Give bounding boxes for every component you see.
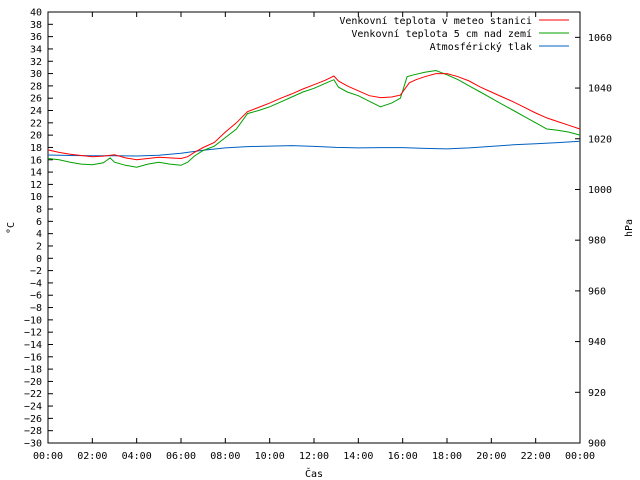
left-tick-label: −8 bbox=[30, 303, 42, 314]
legend-label-ground-temp: Venkovní teplota 5 cm nad zemí bbox=[351, 28, 532, 40]
legend: Venkovní teplota v meteo stanici Venkovn… bbox=[339, 15, 569, 53]
left-tick-label: −24 bbox=[24, 402, 42, 413]
left-tick-label: −30 bbox=[24, 439, 42, 450]
x-tick-label: 10:00 bbox=[255, 451, 285, 462]
x-tick-label: 00:00 bbox=[33, 451, 63, 462]
x-tick-label: 14:00 bbox=[343, 451, 373, 462]
left-tick-label: 24 bbox=[30, 106, 42, 117]
left-tick-label: −28 bbox=[24, 426, 42, 437]
left-tick-label: 2 bbox=[36, 241, 42, 252]
left-tick-label: −6 bbox=[30, 291, 42, 302]
y-axis-title-right: hPa bbox=[624, 219, 635, 237]
right-tick-label: 980 bbox=[588, 236, 606, 247]
legend-label-pressure: Atmosférický tlak bbox=[430, 41, 532, 53]
left-tick-label: 16 bbox=[30, 155, 42, 166]
left-tick-label: −12 bbox=[24, 328, 42, 339]
left-tick-label: 30 bbox=[30, 69, 42, 80]
left-tick-label: −4 bbox=[30, 278, 42, 289]
left-tick-label: −18 bbox=[24, 365, 42, 376]
left-tick-label: 38 bbox=[30, 20, 42, 31]
left-tick-label: 20 bbox=[30, 131, 42, 142]
x-tick-label: 16:00 bbox=[388, 451, 418, 462]
series-lines bbox=[47, 69, 581, 168]
left-tick-label: 22 bbox=[30, 118, 42, 129]
right-tick-label: 900 bbox=[588, 439, 606, 450]
x-axis-title: Čas bbox=[305, 467, 323, 480]
right-tick-label: 1020 bbox=[588, 134, 612, 145]
right-tick-label: 1000 bbox=[588, 185, 612, 196]
x-tick-label: 12:00 bbox=[299, 451, 329, 462]
left-axis: −30−28−26−24−22−20−18−16−14−12−10−8−6−4−… bbox=[24, 8, 53, 450]
x-tick-label: 08:00 bbox=[210, 451, 240, 462]
plot-frame bbox=[47, 11, 581, 444]
x-tick-label: 06:00 bbox=[166, 451, 196, 462]
left-tick-label: 18 bbox=[30, 143, 42, 154]
right-tick-label: 1040 bbox=[588, 84, 612, 95]
x-tick-label: 02:00 bbox=[77, 451, 107, 462]
x-axis: 00:00 02:00 04:00 06:00 08:00 10:00 12:00 14:00… bbox=[33, 12, 595, 462]
left-tick-label: 40 bbox=[30, 8, 42, 19]
left-tick-label: 0 bbox=[36, 254, 42, 265]
left-tick-label: 28 bbox=[30, 81, 42, 92]
x-tick-label: 22:00 bbox=[521, 451, 551, 462]
left-tick-label: 12 bbox=[30, 180, 42, 191]
left-tick-label: 36 bbox=[30, 32, 42, 43]
left-tick-label: −22 bbox=[24, 389, 42, 400]
x-tick-label: 20:00 bbox=[476, 451, 506, 462]
left-tick-label: −26 bbox=[24, 414, 42, 425]
x-tick-label: 18:00 bbox=[432, 451, 462, 462]
left-tick-label: −14 bbox=[24, 340, 42, 351]
left-tick-label: 6 bbox=[36, 217, 42, 228]
series-line-2 bbox=[47, 140, 581, 157]
series-line-1 bbox=[47, 69, 581, 168]
right-tick-label: 920 bbox=[588, 388, 606, 399]
right-axis: 900 920 940 960 980 1000 1020 1040 1060 bbox=[575, 33, 612, 450]
right-tick-label: 1060 bbox=[588, 33, 612, 44]
left-tick-label: −2 bbox=[30, 266, 42, 277]
right-tick-label: 960 bbox=[588, 286, 606, 297]
left-tick-label: 8 bbox=[36, 205, 42, 216]
right-tick-label: 940 bbox=[588, 337, 606, 348]
left-tick-label: −20 bbox=[24, 377, 42, 388]
left-tick-label: 4 bbox=[36, 229, 42, 240]
legend-label-station-temp: Venkovní teplota v meteo stanici bbox=[339, 15, 532, 27]
x-tick-label: 00:00 bbox=[565, 451, 595, 462]
x-tick-label: 04:00 bbox=[122, 451, 152, 462]
left-tick-label: 32 bbox=[30, 57, 42, 68]
series-line-0 bbox=[47, 73, 581, 161]
left-tick-label: 26 bbox=[30, 94, 42, 105]
left-tick-label: −10 bbox=[24, 315, 42, 326]
left-tick-label: 10 bbox=[30, 192, 42, 203]
left-tick-label: 34 bbox=[30, 44, 42, 55]
y-axis-title-left: °C bbox=[6, 222, 17, 234]
left-tick-label: 14 bbox=[30, 168, 42, 179]
left-tick-label: −16 bbox=[24, 352, 42, 363]
